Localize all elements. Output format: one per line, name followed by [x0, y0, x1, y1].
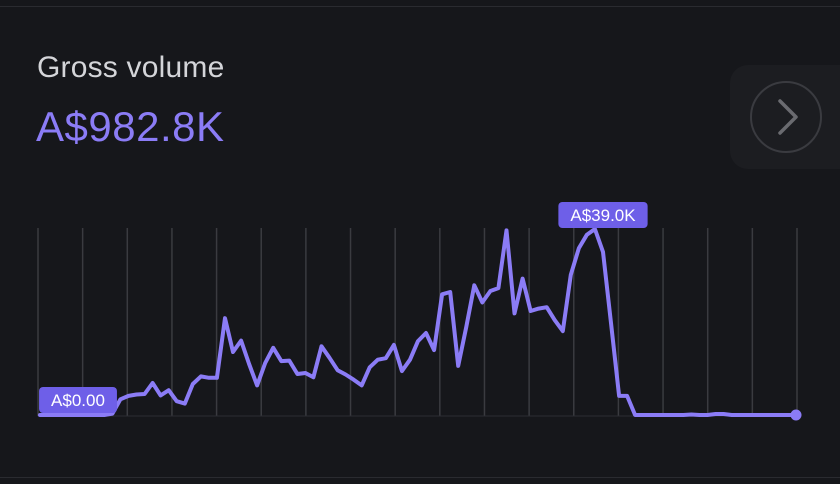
- max-value-label: A$39.0K: [558, 202, 648, 228]
- gross-volume-value: A$982.8K: [36, 103, 225, 150]
- next-button[interactable]: [750, 81, 822, 153]
- card-title: Gross volume: [37, 51, 225, 84]
- series-line: [38, 227, 798, 417]
- series-end-point: [790, 409, 802, 421]
- gross-volume-card[interactable]: Gross volume A$982.8K: [0, 6, 840, 478]
- max-value-label-text: A$39.0K: [570, 206, 636, 225]
- min-value-label: A$0.00: [39, 387, 117, 413]
- min-value-label-text: A$0.00: [51, 391, 105, 410]
- chevron-right-icon: [778, 99, 798, 135]
- chart-gridlines: [37, 228, 798, 416]
